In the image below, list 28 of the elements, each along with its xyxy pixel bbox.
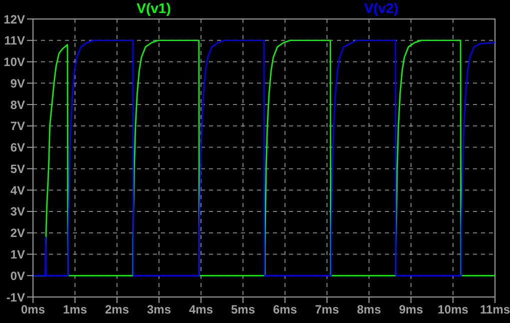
y-tick-label: 0V — [10, 268, 25, 283]
y-tick-label: 8V — [10, 98, 25, 112]
y-tick-label: -1V — [6, 290, 25, 304]
y-tick-label: 9V — [10, 76, 25, 90]
y-tick-label: 12V — [4, 12, 25, 26]
y-tick-label: 2V — [10, 226, 25, 240]
x-tick-label: 10ms — [438, 302, 469, 317]
x-tick-label: 6ms — [272, 302, 298, 317]
x-tick-label: 5ms — [230, 302, 256, 317]
x-tick-label: 2ms — [104, 302, 130, 317]
series-label: V(v1) — [136, 0, 171, 16]
series-label: V(v2) — [364, 0, 398, 16]
y-tick-label: 7V — [10, 119, 25, 134]
y-tick-label: 4V — [10, 183, 25, 198]
y-tick-label: 1V — [10, 247, 25, 262]
y-tick-label: 5V — [10, 162, 25, 176]
x-tick-label: 8ms — [356, 302, 382, 317]
y-tick-label: 10V — [4, 55, 25, 70]
x-tick-label: 9ms — [398, 302, 424, 317]
x-tick-label: 1ms — [62, 302, 88, 317]
x-tick-label: 0ms — [20, 302, 46, 317]
x-tick-label: 11ms — [480, 302, 510, 317]
x-tick-label: 3ms — [146, 302, 172, 317]
x-tick-label: 4ms — [188, 302, 214, 317]
x-tick-label: 7ms — [314, 302, 340, 317]
y-tick-label: 3V — [10, 204, 25, 219]
y-tick-label: 6V — [10, 140, 25, 155]
y-tick-label: 11V — [4, 34, 25, 48]
